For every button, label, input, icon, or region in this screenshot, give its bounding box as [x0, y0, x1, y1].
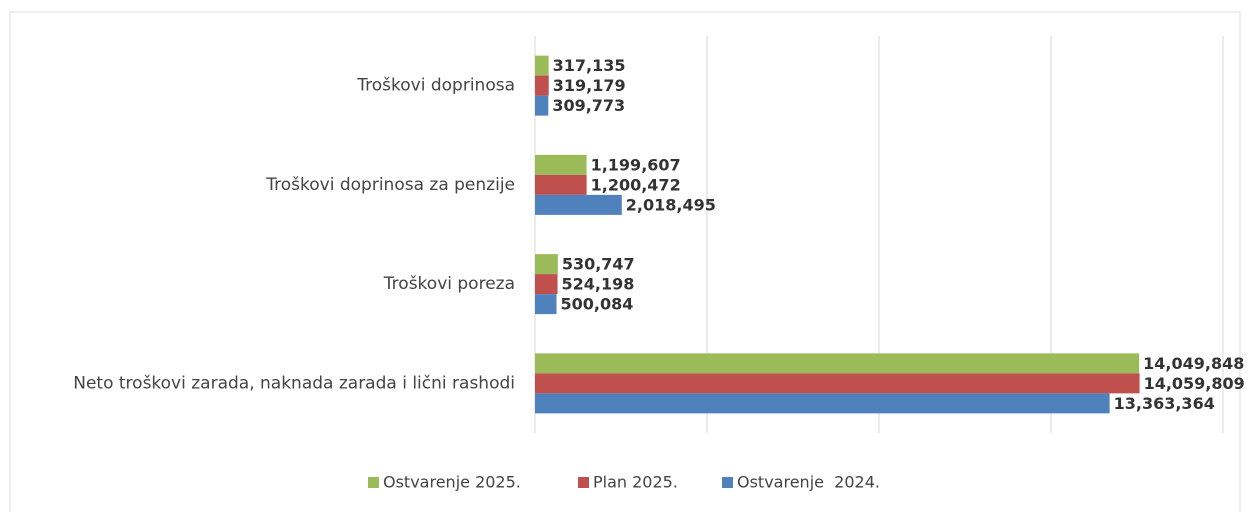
value-label: 530,747: [562, 255, 635, 274]
bar: [535, 174, 587, 195]
legend-swatch: [722, 477, 733, 488]
bar: [535, 274, 558, 295]
value-label: 317,135: [553, 56, 626, 75]
legend-label: Ostvarenje 2025.: [383, 473, 521, 492]
category-label: Troškovi doprinosa za penzije: [265, 175, 515, 195]
bar: [535, 154, 587, 175]
bar: [535, 373, 1140, 394]
bar: [535, 75, 549, 96]
legend-swatch: [368, 477, 379, 488]
category-label: Troškovi poreza: [383, 274, 515, 294]
legend-label: Ostvarenje 2024.: [737, 473, 880, 492]
bar: [535, 393, 1110, 414]
bar: [535, 294, 557, 315]
bar: [535, 55, 549, 76]
bar: [535, 194, 622, 215]
value-label: 319,179: [553, 76, 626, 95]
bar: [535, 353, 1140, 374]
bar: [535, 254, 558, 275]
value-label: 1,200,472: [591, 175, 681, 194]
bar: [535, 95, 549, 116]
chart-frame: [9, 11, 1241, 512]
value-label: 2,018,495: [626, 195, 716, 214]
category-label: Neto troškovi zarada, naknada zarada i l…: [73, 373, 515, 393]
value-label: 14,049,848: [1143, 354, 1244, 373]
value-label: 13,363,364: [1114, 394, 1215, 413]
legend-label: Plan 2025.: [593, 473, 678, 492]
category-label: Troškovi doprinosa: [356, 76, 515, 96]
legend-swatch: [578, 477, 589, 488]
value-label: 14,059,809: [1144, 374, 1245, 393]
value-label: 1,199,607: [591, 155, 681, 174]
value-label: 524,198: [562, 275, 635, 294]
value-label: 500,084: [561, 295, 634, 314]
value-label: 309,773: [552, 96, 625, 115]
